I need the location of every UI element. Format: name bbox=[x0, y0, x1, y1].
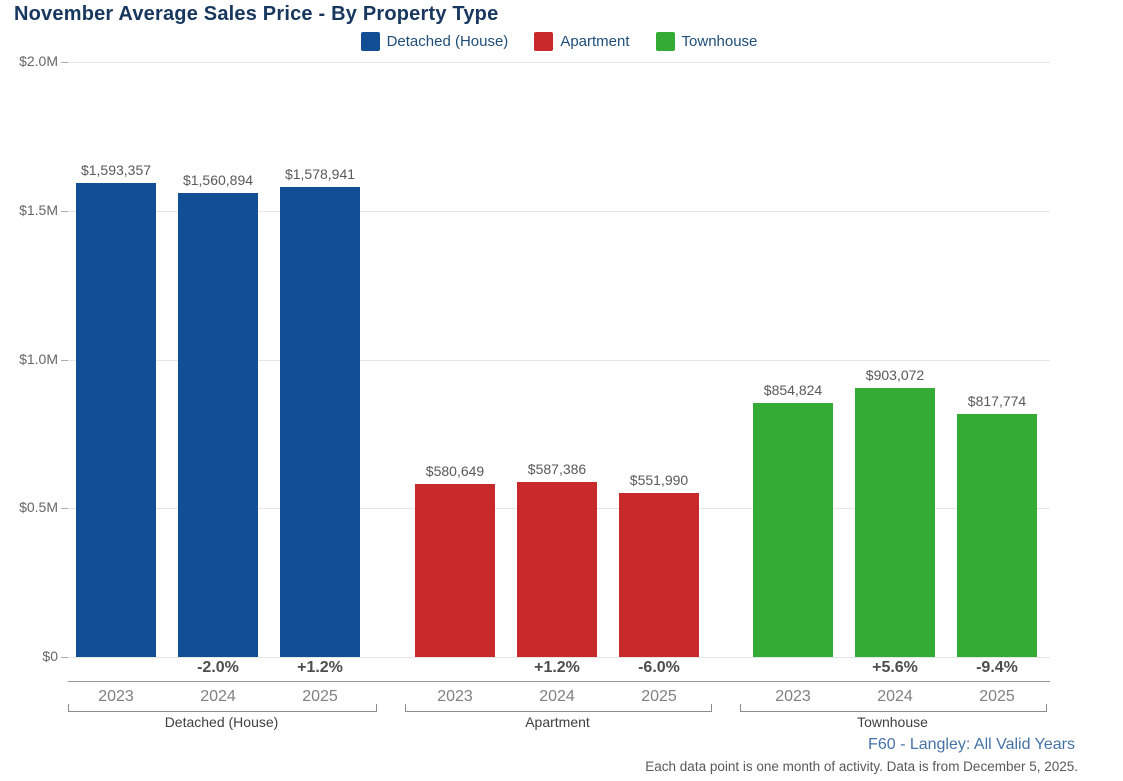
bar-apartment-2024 bbox=[517, 482, 597, 657]
data-note: Each data point is one month of activity… bbox=[645, 759, 1078, 774]
legend-swatch-icon bbox=[534, 31, 554, 51]
y-axis-tick bbox=[61, 657, 68, 658]
x-axis-year-label: 2025 bbox=[641, 688, 677, 705]
bar-detached-house-2023 bbox=[76, 183, 156, 657]
bar-value-label: $903,072 bbox=[865, 367, 925, 383]
bar-value-label: $587,386 bbox=[527, 461, 587, 477]
bar-townhouse-2024 bbox=[855, 388, 935, 657]
bar-apartment-2025 bbox=[619, 493, 699, 657]
group-bracket bbox=[68, 704, 377, 712]
bar-value-label: $1,560,894 bbox=[182, 172, 254, 188]
pct-change-label: -2.0% bbox=[197, 659, 239, 676]
group-label-townhouse: Townhouse bbox=[857, 714, 928, 730]
y-axis-label: $1.5M bbox=[19, 202, 58, 218]
y-axis-tick bbox=[61, 211, 68, 212]
x-axis-year-label: 2025 bbox=[979, 688, 1015, 705]
bar-value-label: $551,990 bbox=[629, 472, 689, 488]
legend-swatch-icon bbox=[655, 31, 675, 51]
legend-label: Townhouse bbox=[681, 32, 758, 50]
legend-item-apartment: Apartment bbox=[534, 31, 630, 51]
y-axis-tick bbox=[61, 62, 68, 63]
x-axis-year-label: 2023 bbox=[98, 688, 134, 705]
gridline bbox=[68, 211, 1050, 212]
x-axis-year-label: 2025 bbox=[302, 688, 338, 705]
x-axis-year-label: 2024 bbox=[877, 688, 913, 705]
legend-item-detached-house: Detached (House) bbox=[360, 31, 509, 51]
gridline bbox=[68, 657, 1050, 658]
bar-townhouse-2025 bbox=[957, 414, 1037, 657]
y-axis-tick bbox=[61, 360, 68, 361]
bar-value-label: $854,824 bbox=[763, 382, 823, 398]
bar-detached-house-2025 bbox=[280, 187, 360, 657]
bar-value-label: $817,774 bbox=[967, 393, 1027, 409]
group-label-apartment: Apartment bbox=[525, 714, 590, 730]
legend-label: Apartment bbox=[560, 32, 630, 50]
legend-label: Detached (House) bbox=[386, 32, 509, 50]
legend: Detached (House) Apartment Townhouse bbox=[68, 29, 1050, 53]
y-axis-label: $0 bbox=[42, 648, 58, 664]
chart-title: November Average Sales Price - By Proper… bbox=[14, 3, 499, 25]
bar-value-label: $580,649 bbox=[425, 463, 485, 479]
group-label-detached-house: Detached (House) bbox=[164, 714, 279, 730]
gridline bbox=[68, 360, 1050, 361]
pct-row-divider bbox=[68, 681, 1050, 682]
bar-apartment-2023 bbox=[415, 484, 495, 657]
pct-change-label: +5.6% bbox=[872, 659, 918, 676]
group-bracket bbox=[405, 704, 712, 712]
bar-value-label: $1,578,941 bbox=[284, 166, 356, 182]
bar-townhouse-2023 bbox=[753, 403, 833, 657]
y-axis-label: $2.0M bbox=[19, 53, 58, 69]
pct-change-label: +1.2% bbox=[297, 659, 343, 676]
legend-swatch-icon bbox=[360, 31, 380, 51]
bar-value-label: $1,593,357 bbox=[80, 162, 152, 178]
report-scope-caption: F60 - Langley: All Valid Years bbox=[868, 736, 1075, 753]
pct-change-label: -9.4% bbox=[976, 659, 1018, 676]
pct-change-label: -6.0% bbox=[638, 659, 680, 676]
y-axis-label: $0.5M bbox=[19, 499, 58, 515]
x-axis-year-label: 2023 bbox=[437, 688, 473, 705]
gridline bbox=[68, 62, 1050, 63]
bar-detached-house-2024 bbox=[178, 193, 258, 657]
y-axis-label: $1.0M bbox=[19, 351, 58, 367]
group-bracket bbox=[740, 704, 1047, 712]
x-axis-year-label: 2024 bbox=[200, 688, 236, 705]
pct-change-label: +1.2% bbox=[534, 659, 580, 676]
y-axis-tick bbox=[61, 508, 68, 509]
x-axis-year-label: 2023 bbox=[775, 688, 811, 705]
x-axis-year-label: 2024 bbox=[539, 688, 575, 705]
legend-item-townhouse: Townhouse bbox=[655, 31, 758, 51]
